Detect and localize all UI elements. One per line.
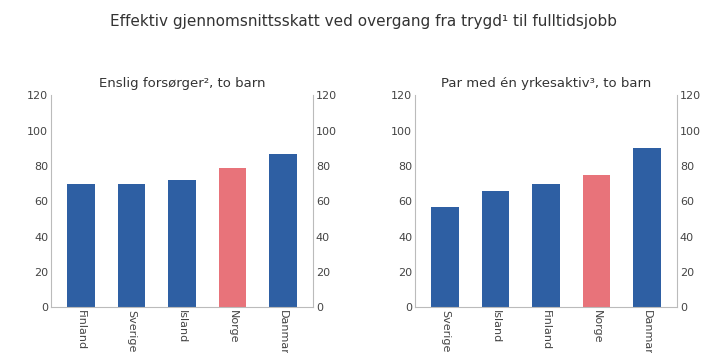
Title: Enslig forsørger², to barn: Enslig forsørger², to barn <box>99 77 265 90</box>
Bar <box>633 148 661 307</box>
Bar <box>432 207 459 307</box>
Text: Effektiv gjennomsnittsskatt ved overgang fra trygd¹ til fulltidsjobb: Effektiv gjennomsnittsskatt ved overgang… <box>111 14 617 29</box>
Bar <box>482 191 510 307</box>
Bar <box>218 168 246 307</box>
Bar <box>582 175 610 307</box>
Bar <box>118 184 146 307</box>
Bar <box>532 184 560 307</box>
Bar <box>168 180 196 307</box>
Title: Par med én yrkesaktiv³, to barn: Par med én yrkesaktiv³, to barn <box>441 77 651 90</box>
Bar <box>68 184 95 307</box>
Bar <box>269 154 297 307</box>
